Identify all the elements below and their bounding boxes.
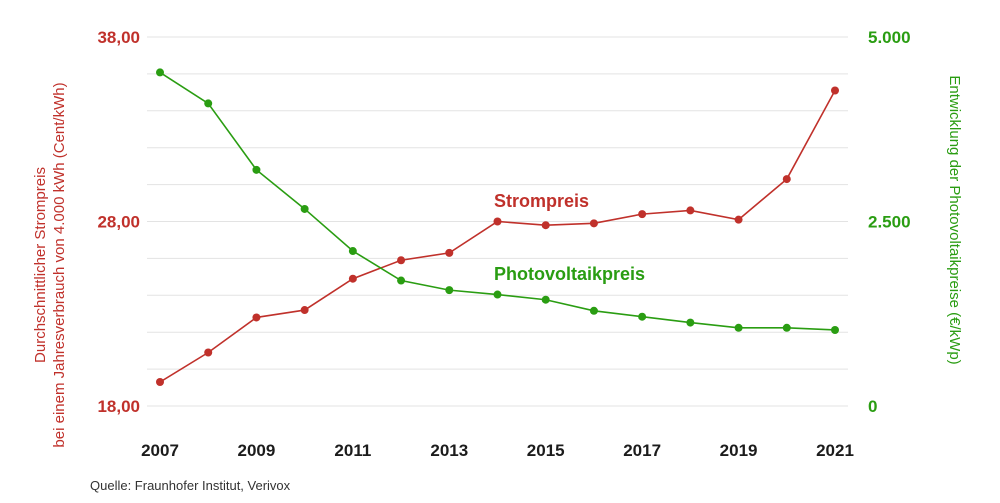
x-axis-tick-label: 2021 (816, 441, 854, 460)
data-point-strompreis (348, 274, 357, 283)
data-point-strompreis (204, 348, 213, 357)
data-point-photovoltaikpreis (638, 312, 647, 321)
left-axis-title: Durchschnittlicher Strompreis bei einem … (32, 82, 68, 447)
source-note: Quelle: Fraunhofer Institut, Verivox (90, 478, 291, 493)
right-axis-tick-label: 2.500 (868, 213, 911, 232)
data-point-strompreis (734, 215, 743, 224)
data-point-photovoltaikpreis (589, 306, 598, 315)
data-point-photovoltaikpreis (831, 325, 839, 334)
data-point-photovoltaikpreis (445, 286, 454, 295)
data-point-photovoltaikpreis (300, 204, 309, 213)
data-point-photovoltaikpreis (252, 165, 261, 174)
left-axis-tick-label: 28,00 (97, 213, 140, 232)
right-axis-tick-label: 5.000 (868, 28, 911, 47)
x-axis-tick-label: 2007 (141, 441, 179, 460)
data-point-photovoltaikpreis (686, 318, 695, 327)
data-point-strompreis (493, 217, 502, 226)
series-line-strompreis (159, 90, 836, 383)
left-axis-ticks: 38,00 28,00 18,00 (97, 28, 140, 416)
data-point-photovoltaikpreis (734, 323, 743, 332)
data-point-strompreis (686, 206, 695, 215)
data-point-photovoltaikpreis (541, 295, 550, 304)
x-axis-ticks: 2007 2009 2011 2013 2015 2017 2019 2021 (141, 441, 854, 460)
series-label-strompreis: Strompreis (494, 191, 589, 211)
x-axis-tick-label: 2019 (720, 441, 758, 460)
left-axis-title-line2: bei einem Jahresverbrauch von 4.000 kWh … (51, 82, 68, 447)
data-point-strompreis (156, 378, 164, 387)
data-point-photovoltaikpreis (204, 99, 213, 108)
data-point-strompreis (397, 256, 406, 265)
data-point-strompreis (541, 221, 550, 230)
series-layer (156, 68, 839, 387)
data-point-photovoltaikpreis (156, 68, 164, 77)
data-point-strompreis (638, 210, 647, 219)
left-axis-tick-label: 18,00 (97, 397, 140, 416)
data-point-strompreis (782, 175, 791, 184)
data-point-strompreis (831, 86, 839, 95)
data-point-photovoltaikpreis (782, 323, 791, 332)
left-axis-tick-label: 38,00 (97, 28, 140, 47)
data-point-photovoltaikpreis (493, 290, 502, 299)
right-axis-tick-label: 0 (868, 397, 877, 416)
x-axis-tick-label: 2015 (527, 441, 565, 460)
data-point-strompreis (252, 313, 261, 322)
data-point-photovoltaikpreis (397, 276, 406, 285)
right-axis-title-text: Entwicklung der Photovoltaikpreise (€/kW… (946, 75, 963, 364)
data-point-strompreis (445, 248, 454, 257)
data-point-strompreis (300, 306, 309, 315)
x-axis-tick-label: 2017 (623, 441, 661, 460)
right-axis-ticks: 5.000 2.500 0 (868, 28, 911, 416)
left-axis-title-line1: Durchschnittlicher Strompreis (32, 167, 49, 363)
right-axis-title: Entwicklung der Photovoltaikpreise (€/kW… (946, 75, 963, 364)
x-axis-tick-label: 2013 (430, 441, 468, 460)
x-axis-tick-label: 2011 (334, 441, 371, 460)
series-label-photovoltaikpreis: Photovoltaikpreis (494, 264, 645, 284)
data-point-photovoltaikpreis (348, 247, 357, 256)
data-point-strompreis (589, 219, 598, 228)
x-axis-tick-label: 2009 (238, 441, 276, 460)
